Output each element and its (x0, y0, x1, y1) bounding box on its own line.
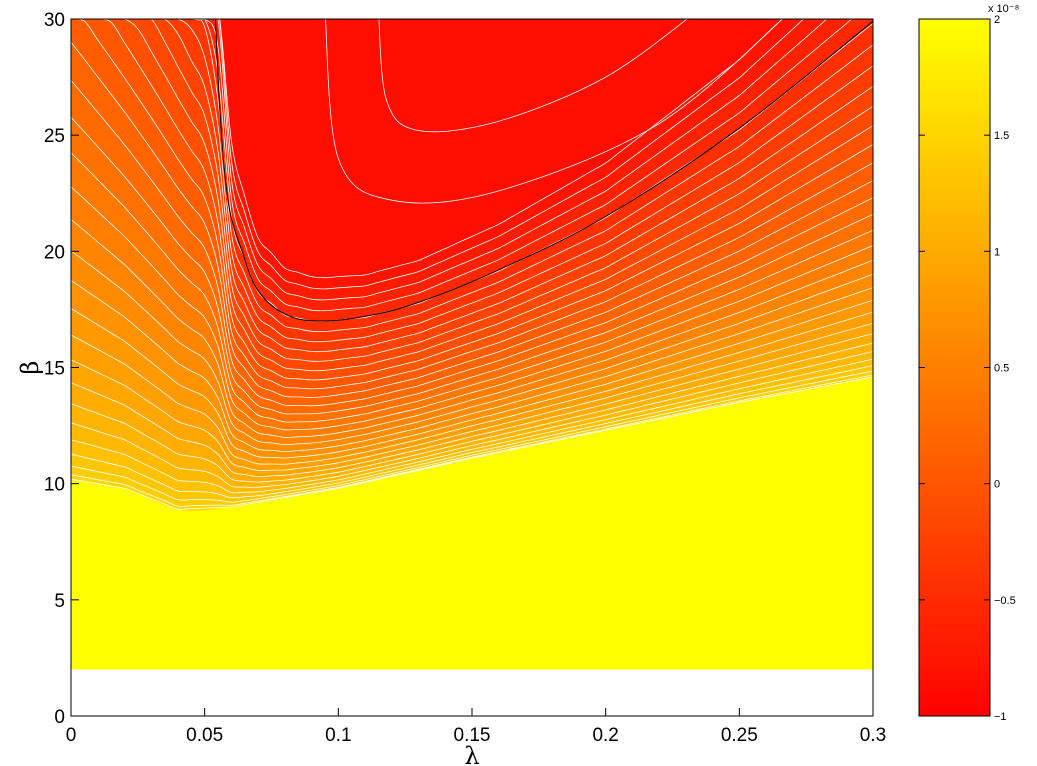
contour-line (71, 152, 873, 423)
contour-bands (71, 19, 873, 670)
contour-line (71, 117, 873, 415)
x-tick-label: 0.05 (186, 725, 223, 746)
x-tick-label: 0 (66, 725, 77, 746)
y-tick-label: 10 (44, 475, 65, 496)
contour-line (71, 358, 873, 494)
contour-line (71, 250, 873, 446)
contour-line (378, 19, 688, 133)
contour-line (71, 311, 873, 465)
contour-line (325, 19, 784, 204)
contour-line (71, 351, 873, 488)
colorbar-gradient (918, 18, 991, 717)
contour-line (71, 19, 873, 390)
contour-line (71, 322, 873, 471)
colorbar-tick-label: −1 (994, 711, 1007, 723)
y-tick-label: 20 (44, 242, 65, 263)
x-axis-label: λ (464, 742, 479, 766)
contour-line (71, 19, 828, 301)
contour-line (71, 19, 873, 343)
contour-lines (71, 19, 873, 510)
contour-line (71, 19, 873, 353)
contour-line (71, 376, 873, 510)
x-tick-label: 0.2 (592, 725, 618, 746)
colorbar-tick-label: 0 (994, 479, 1000, 491)
colorbar-tick-label: 2 (994, 14, 1000, 26)
contour-line (71, 365, 873, 499)
y-axis-ticks: 0 5 10 15 20 25 30 (44, 10, 79, 728)
colorbar-tick-label: −0.5 (994, 595, 1016, 607)
colorbar-tick-label: 0.5 (994, 363, 1009, 375)
x-tick-label: 0.1 (325, 725, 351, 746)
x-tick-label: 0.15 (454, 725, 491, 746)
contour-line (71, 280, 873, 452)
y-tick-label: 30 (44, 10, 65, 31)
colorbar-tick-label: 1 (994, 246, 1000, 258)
x-tick-label: 0.25 (721, 725, 758, 746)
contour-line (71, 374, 873, 507)
x-tick-label: 0.3 (860, 725, 886, 746)
plot-area (70, 18, 874, 717)
zero-contour-line (214, 18, 874, 322)
contour-line (71, 333, 873, 477)
y-axis-label: β (16, 361, 44, 375)
contour-line (71, 80, 873, 407)
contour-line (71, 19, 873, 333)
colorbar-tick-label: 1.5 (994, 130, 1009, 142)
contour-line (71, 41, 873, 398)
y-tick-label: 0 (54, 707, 65, 728)
contour-line (71, 186, 873, 431)
contour-line (71, 19, 873, 381)
contour-line (71, 299, 873, 459)
y-tick-label: 25 (44, 126, 65, 147)
colorbar-ticks: −1 −0.5 0 0.5 1 1.5 2 (919, 14, 1016, 723)
colorbar: −1 −0.5 0 0.5 1 1.5 2 x 10⁻⁸ (918, 3, 1019, 723)
x-axis-ticks: 0 0.05 0.1 0.15 0.2 0.25 0.3 (66, 708, 886, 746)
y-tick-label: 15 (44, 359, 65, 380)
contour-line (71, 370, 873, 503)
contour-line (71, 219, 873, 438)
contour-band-max (71, 376, 873, 670)
contour-line (71, 19, 873, 362)
contour-line (71, 342, 873, 483)
y-tick-label: 5 (54, 591, 65, 612)
contour-line (71, 19, 805, 290)
contour-line (71, 19, 873, 372)
colorbar-exponent-label: x 10⁻⁸ (988, 3, 1019, 15)
